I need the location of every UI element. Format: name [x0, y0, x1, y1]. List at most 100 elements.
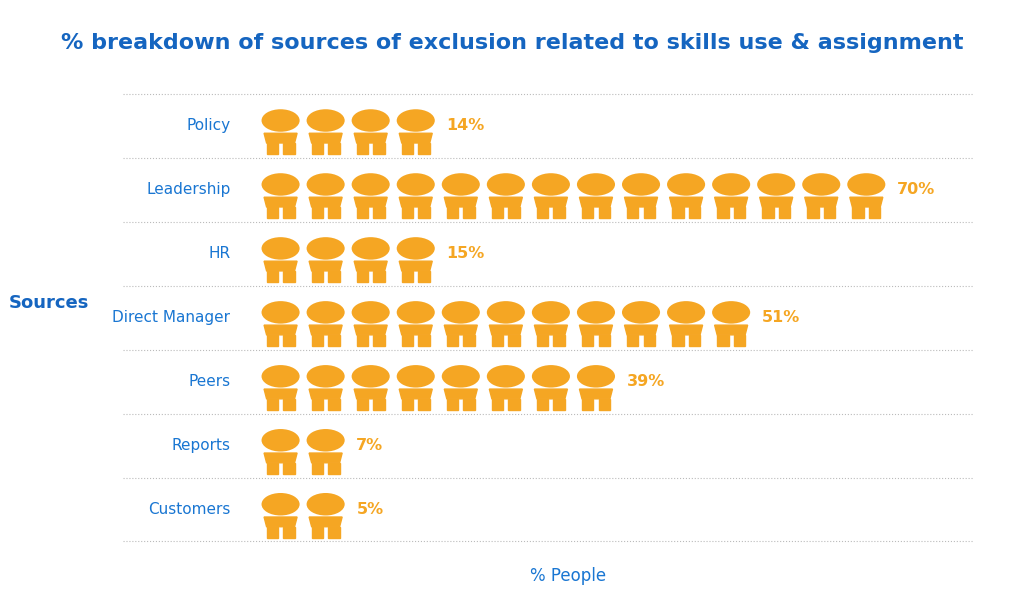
Polygon shape: [309, 389, 342, 399]
Bar: [328, 463, 340, 474]
Bar: [492, 207, 504, 218]
Polygon shape: [354, 325, 387, 335]
Polygon shape: [670, 197, 702, 207]
Circle shape: [351, 173, 390, 195]
Bar: [311, 527, 324, 538]
Polygon shape: [309, 453, 342, 463]
Bar: [463, 399, 475, 410]
Bar: [373, 207, 385, 218]
Text: Reports: Reports: [171, 438, 230, 453]
Circle shape: [306, 173, 345, 195]
Circle shape: [306, 301, 345, 324]
Bar: [283, 463, 295, 474]
Circle shape: [622, 301, 660, 324]
Bar: [283, 207, 295, 218]
Bar: [266, 527, 279, 538]
Text: % People: % People: [530, 567, 606, 585]
Bar: [672, 335, 684, 346]
Polygon shape: [670, 325, 702, 335]
Polygon shape: [580, 197, 612, 207]
Bar: [311, 463, 324, 474]
Bar: [266, 399, 279, 410]
Polygon shape: [489, 197, 522, 207]
Bar: [553, 335, 565, 346]
Bar: [582, 207, 594, 218]
Bar: [446, 335, 459, 346]
Polygon shape: [580, 325, 612, 335]
Bar: [283, 399, 295, 410]
Polygon shape: [354, 197, 387, 207]
Bar: [643, 207, 655, 218]
Bar: [401, 399, 414, 410]
Polygon shape: [444, 325, 477, 335]
Circle shape: [486, 173, 525, 195]
Bar: [463, 335, 475, 346]
Bar: [356, 271, 369, 282]
Polygon shape: [309, 325, 342, 335]
Text: Policy: Policy: [186, 118, 230, 133]
Bar: [537, 335, 549, 346]
Circle shape: [667, 173, 706, 195]
Circle shape: [261, 173, 300, 195]
Polygon shape: [399, 197, 432, 207]
Bar: [266, 463, 279, 474]
Polygon shape: [264, 261, 297, 271]
Bar: [582, 399, 594, 410]
Bar: [598, 335, 610, 346]
Polygon shape: [399, 133, 432, 143]
Polygon shape: [264, 197, 297, 207]
Text: % breakdown of sources of exclusion related to skills use & assignment: % breakdown of sources of exclusion rela…: [60, 33, 964, 53]
Bar: [733, 335, 745, 346]
Bar: [266, 335, 279, 346]
Bar: [283, 527, 295, 538]
Polygon shape: [264, 133, 297, 143]
Circle shape: [351, 301, 390, 324]
Bar: [672, 207, 684, 218]
Polygon shape: [535, 389, 567, 399]
Bar: [717, 207, 729, 218]
Bar: [463, 207, 475, 218]
Bar: [598, 399, 610, 410]
Bar: [852, 207, 864, 218]
Circle shape: [441, 173, 480, 195]
Circle shape: [531, 173, 570, 195]
Text: 39%: 39%: [627, 374, 665, 389]
Polygon shape: [264, 389, 297, 399]
Bar: [418, 335, 430, 346]
Text: Sources: Sources: [9, 293, 89, 312]
Bar: [311, 399, 324, 410]
Circle shape: [396, 173, 435, 195]
Bar: [401, 207, 414, 218]
Text: 70%: 70%: [897, 182, 935, 197]
Circle shape: [486, 301, 525, 324]
Bar: [868, 207, 881, 218]
Bar: [553, 207, 565, 218]
Polygon shape: [264, 325, 297, 335]
Circle shape: [351, 237, 390, 260]
Circle shape: [441, 365, 480, 388]
Polygon shape: [444, 197, 477, 207]
Circle shape: [261, 365, 300, 388]
Polygon shape: [264, 453, 297, 463]
Bar: [373, 271, 385, 282]
Bar: [311, 207, 324, 218]
Bar: [418, 399, 430, 410]
Bar: [508, 207, 520, 218]
Circle shape: [261, 110, 300, 132]
Circle shape: [396, 365, 435, 388]
Bar: [418, 143, 430, 154]
Bar: [373, 399, 385, 410]
Text: Direct Manager: Direct Manager: [113, 310, 230, 325]
Bar: [283, 143, 295, 154]
Bar: [266, 143, 279, 154]
Bar: [266, 207, 279, 218]
Circle shape: [757, 173, 796, 195]
Circle shape: [441, 301, 480, 324]
Text: 14%: 14%: [446, 118, 484, 133]
Circle shape: [847, 173, 886, 195]
Circle shape: [261, 237, 300, 260]
Circle shape: [486, 365, 525, 388]
Circle shape: [306, 237, 345, 260]
Bar: [627, 207, 639, 218]
Bar: [328, 399, 340, 410]
